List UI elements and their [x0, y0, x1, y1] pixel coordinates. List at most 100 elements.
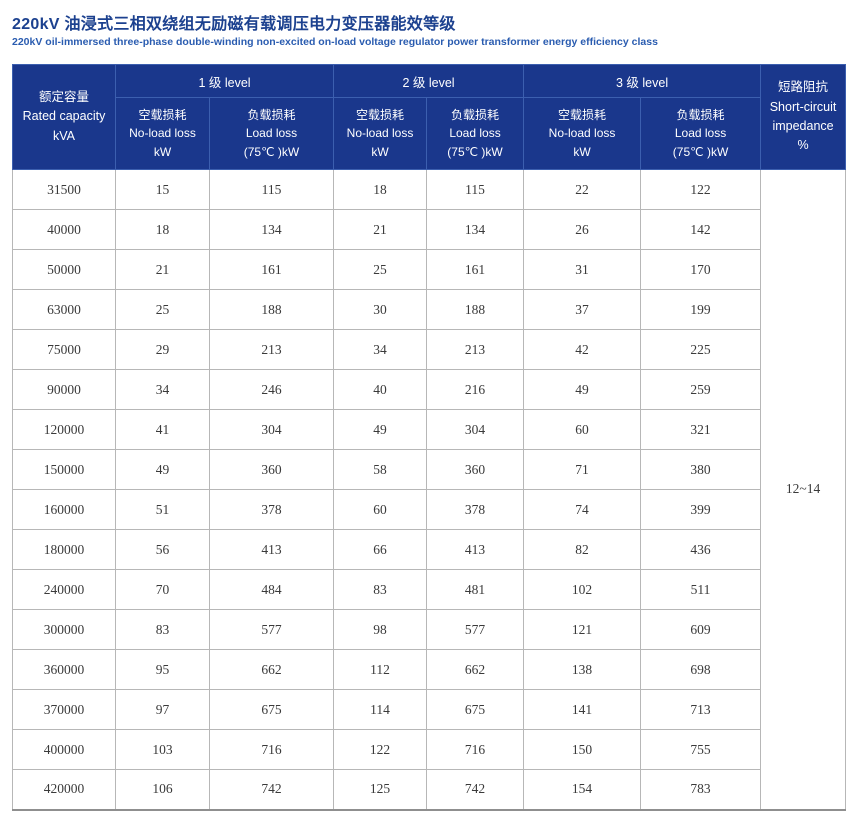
cell-level3-load-loss: 122 [640, 169, 762, 210]
cell-rated-capacity: 50000 [12, 249, 116, 290]
cell-level3-no-load-loss: 82 [523, 529, 642, 570]
cell-level2-load-loss: 378 [426, 489, 525, 530]
cell-level1-no-load-loss: 95 [115, 649, 210, 690]
cell-level3-load-loss: 713 [640, 689, 762, 730]
cell-level3-load-loss: 170 [640, 249, 762, 290]
table-row: 90000 34 246 40 216 49 259 [12, 369, 846, 410]
cell-level1-load-loss: 134 [208, 209, 335, 250]
cell-level1-load-loss: 662 [208, 649, 335, 690]
header-level-3: 3 级 level [523, 64, 762, 98]
table-row: 160000 51 378 60 378 74 399 [12, 489, 846, 530]
cell-level1-load-loss: 360 [208, 449, 335, 490]
cell-level3-no-load-loss: 74 [523, 489, 642, 530]
cell-level3-no-load-loss: 71 [523, 449, 642, 490]
cell-level1-load-loss: 246 [208, 369, 335, 410]
table-body: 31500 15 115 18 115 22 122 12~14 40000 18 134 21 134… [12, 169, 847, 810]
cell-level1-load-loss: 716 [208, 729, 335, 770]
cell-rated-capacity: 160000 [12, 489, 116, 530]
cell-level3-no-load-loss: 42 [523, 329, 642, 370]
cell-rated-capacity: 75000 [12, 329, 116, 370]
cell-rated-capacity: 180000 [12, 529, 116, 570]
table-row: 75000 29 213 34 213 42 225 [12, 329, 846, 370]
table-row: 360000 95 662 112 662 138 698 [12, 649, 846, 690]
table-row: 180000 56 413 66 413 82 436 [12, 529, 846, 570]
table-row: 240000 70 484 83 481 102 511 [12, 569, 846, 610]
cell-rated-capacity: 300000 [12, 609, 116, 650]
cell-level1-no-load-loss: 18 [115, 209, 210, 250]
cell-level2-load-loss: 662 [426, 649, 525, 690]
cell-level2-no-load-loss: 30 [333, 289, 428, 330]
cell-level1-no-load-loss: 70 [115, 569, 210, 610]
header-rated-capacity: 额定容量 Rated capacity kVA [12, 64, 116, 170]
cell-rated-capacity: 360000 [12, 649, 116, 690]
cell-level1-load-loss: 304 [208, 409, 335, 450]
cell-level3-no-load-loss: 121 [523, 609, 642, 650]
cell-level2-load-loss: 742 [426, 769, 525, 810]
cell-level3-load-loss: 225 [640, 329, 762, 370]
cell-level1-no-load-loss: 56 [115, 529, 210, 570]
cell-level3-no-load-loss: 26 [523, 209, 642, 250]
cell-level1-no-load-loss: 34 [115, 369, 210, 410]
cell-level1-load-loss: 115 [208, 169, 335, 210]
cell-rated-capacity: 400000 [12, 729, 116, 770]
cell-level3-load-loss: 436 [640, 529, 762, 570]
cell-level3-no-load-loss: 37 [523, 289, 642, 330]
efficiency-table: 额定容量 Rated capacity kVA 1 级 level 2 级 le… [12, 64, 847, 811]
cell-level3-no-load-loss: 31 [523, 249, 642, 290]
cell-level1-no-load-loss: 51 [115, 489, 210, 530]
cell-level1-no-load-loss: 29 [115, 329, 210, 370]
cell-level1-no-load-loss: 15 [115, 169, 210, 210]
cell-level1-no-load-loss: 25 [115, 289, 210, 330]
cell-rated-capacity: 120000 [12, 409, 116, 450]
cell-level1-load-loss: 188 [208, 289, 335, 330]
cell-level3-load-loss: 783 [640, 769, 762, 810]
cell-rated-capacity: 63000 [12, 289, 116, 330]
cell-level1-load-loss: 675 [208, 689, 335, 730]
cell-level3-no-load-loss: 154 [523, 769, 642, 810]
cell-rated-capacity: 31500 [12, 169, 116, 210]
cell-level1-load-loss: 161 [208, 249, 335, 290]
cell-level1-load-loss: 213 [208, 329, 335, 370]
cell-level3-no-load-loss: 150 [523, 729, 642, 770]
cell-level1-no-load-loss: 106 [115, 769, 210, 810]
cell-level3-load-loss: 609 [640, 609, 762, 650]
cell-level2-load-loss: 213 [426, 329, 525, 370]
cell-level3-load-loss: 142 [640, 209, 762, 250]
table-row: 120000 41 304 49 304 60 321 [12, 409, 846, 450]
cell-level2-load-loss: 577 [426, 609, 525, 650]
cell-level2-no-load-loss: 58 [333, 449, 428, 490]
cell-level2-load-loss: 360 [426, 449, 525, 490]
cell-rated-capacity: 90000 [12, 369, 116, 410]
cell-level3-load-loss: 199 [640, 289, 762, 330]
header-level2-load-loss: 负载损耗 Load loss (75℃ )kW [426, 97, 525, 170]
cell-level3-load-loss: 511 [640, 569, 762, 610]
cell-level1-load-loss: 413 [208, 529, 335, 570]
cell-level2-no-load-loss: 49 [333, 409, 428, 450]
cell-rated-capacity: 40000 [12, 209, 116, 250]
cell-level3-load-loss: 698 [640, 649, 762, 690]
table-row: 50000 21 161 25 161 31 170 [12, 249, 846, 290]
cell-level3-load-loss: 259 [640, 369, 762, 410]
cell-level2-load-loss: 413 [426, 529, 525, 570]
header-level3-load-loss: 负载损耗 Load loss (75℃ )kW [640, 97, 762, 170]
cell-level3-no-load-loss: 60 [523, 409, 642, 450]
page-subtitle: 220kV oil-immersed three-phase double-wi… [12, 36, 658, 48]
table-row: 31500 15 115 18 115 22 122 12~14 [12, 169, 847, 810]
cell-level1-load-loss: 378 [208, 489, 335, 530]
header-level1-load-loss: 负载损耗 Load loss (75℃ )kW [208, 97, 335, 170]
cell-level2-load-loss: 675 [426, 689, 525, 730]
page-title: 220kV 油浸式三相双绕组无励磁有载调压电力变压器能效等级 [12, 16, 456, 33]
cell-level2-load-loss: 161 [426, 249, 525, 290]
cell-level2-load-loss: 134 [426, 209, 525, 250]
cell-level2-load-loss: 216 [426, 369, 525, 410]
cell-level1-load-loss: 484 [208, 569, 335, 610]
table-row: 400000 103 716 122 716 150 755 [12, 729, 846, 770]
cell-level2-load-loss: 481 [426, 569, 525, 610]
cell-level1-no-load-loss: 97 [115, 689, 210, 730]
cell-level3-load-loss: 755 [640, 729, 762, 770]
cell-level1-no-load-loss: 49 [115, 449, 210, 490]
header-sub-row: 空载损耗 No-load loss kW 负载损耗 Load loss (75℃… [13, 97, 846, 170]
cell-level2-no-load-loss: 125 [333, 769, 428, 810]
cell-level1-no-load-loss: 103 [115, 729, 210, 770]
